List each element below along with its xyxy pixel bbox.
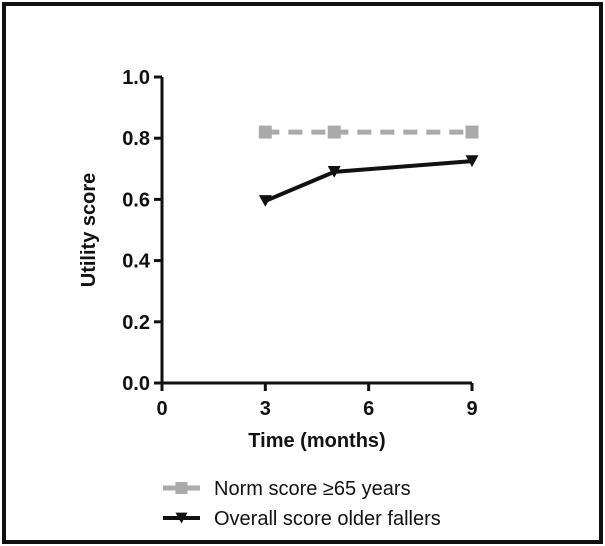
x-axis-ticks: 0 3 6 9 xyxy=(156,383,478,420)
y-tick-label: 0.2 xyxy=(122,312,150,334)
data-point-triangle xyxy=(465,155,479,167)
x-tick-label: 0 xyxy=(156,398,167,420)
data-point-triangle xyxy=(258,195,272,207)
y-tick-label: 1.0 xyxy=(122,67,150,89)
x-tick-label: 9 xyxy=(466,398,477,420)
legend: Norm score ≥65 years Overall score older … xyxy=(163,478,441,530)
x-tick-label: 6 xyxy=(363,398,374,420)
y-axis-ticks: 0.0 0.2 0.4 0.6 0.8 1.0 xyxy=(122,67,162,395)
data-point-triangle xyxy=(327,166,341,178)
data-point-square xyxy=(175,482,188,494)
y-tick-label: 0.6 xyxy=(122,189,150,211)
data-point-square xyxy=(258,125,272,139)
y-tick-label: 0.8 xyxy=(122,128,150,150)
y-tick-label: 0.4 xyxy=(122,251,151,273)
data-point-square xyxy=(327,125,341,139)
data-point-triangle xyxy=(175,512,188,524)
x-tick-label: 3 xyxy=(260,398,271,420)
legend-label: Norm score ≥65 years xyxy=(214,478,411,500)
series-layer xyxy=(258,125,479,207)
data-point-square xyxy=(465,125,479,139)
x-axis-title: Time (months) xyxy=(248,430,385,452)
legend-label: Overall score older fallers xyxy=(214,508,441,530)
series-line-2 xyxy=(264,159,473,203)
y-axis-title: Utility score xyxy=(78,173,100,287)
y-tick-label: 0.0 xyxy=(122,373,150,395)
